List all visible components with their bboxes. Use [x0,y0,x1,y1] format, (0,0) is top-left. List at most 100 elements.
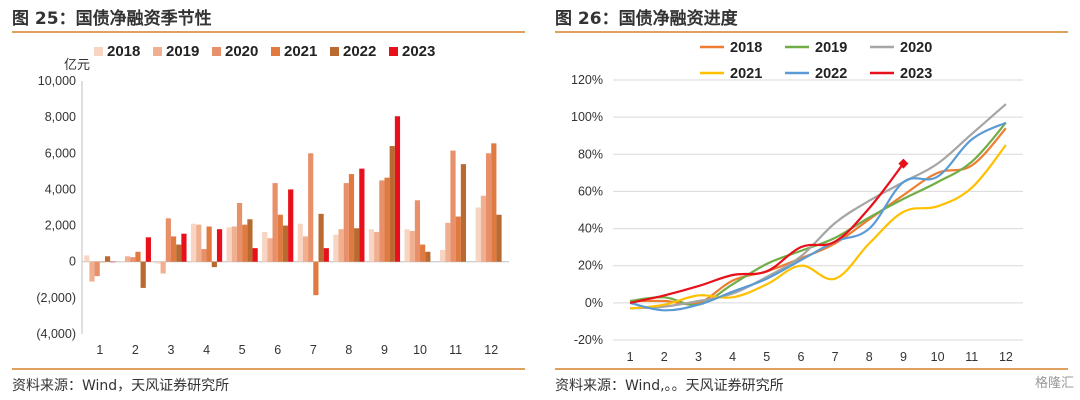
legend-label-2018: 2018 [107,43,140,60]
y-unit-label: 亿元 [64,58,90,73]
bar-2023-m9 [394,116,401,262]
bar-2022-m10 [425,251,431,262]
series-line-2019 [629,121,1007,307]
bar-2021-m9 [384,177,390,262]
x-tick-label: 12 [484,343,498,357]
legend-label-2021: 2021 [730,66,762,82]
source-rule [12,368,525,370]
bar-2023-m1 [110,261,116,263]
y-tick-label: 0 [69,255,76,269]
x-tick-label: 10 [931,350,945,364]
x-tick-label: 7 [832,350,839,364]
figure-title: 图 25：国债净融资季节性 [12,9,212,29]
legend-label-2022: 2022 [343,43,376,60]
legend-label-2020: 2020 [225,43,258,60]
bar-2019-m2 [124,256,131,262]
legend-swatch-2018 [94,47,103,56]
chart-panel-progress: 图 26：国债净融资进度 -20% 0% 20% 40% 60% 80% 100% 120% 1… [555,0,1080,400]
bar-2020-m12 [486,153,492,262]
x-tick-label: 9 [381,343,388,357]
legend-swatch-2023 [389,47,398,56]
legend-swatch-2022 [330,47,339,56]
x-tick-label: 11 [449,343,462,357]
bar-2020-m9 [379,180,385,262]
bar-2019-m11 [445,222,451,262]
bar-2022-m7 [318,213,324,262]
x-tick-label: 6 [274,343,281,357]
x-tick-label: 1 [96,343,103,357]
bar-2020-m11 [450,150,456,262]
y-tick-label: 100% [571,110,603,124]
x-tick-label: 11 [965,350,978,364]
bar-2023-m6 [288,189,294,262]
bar-2020-m7 [308,153,314,262]
x-tick-label: 10 [413,343,427,357]
y-tick-label: 80% [578,147,603,161]
bar-2020-m1 [94,261,100,277]
bar-2019-m12 [480,195,487,262]
legend-label-2022: 2022 [815,66,847,82]
y-tick-label: 10,000 [38,74,76,88]
y-tick-label: 0% [585,296,603,310]
x-tick-label: 3 [167,343,174,357]
bar-2022-m12 [496,214,502,262]
bar-2019-m9 [374,231,380,262]
title-rule [555,31,1068,33]
bar-2022-m9 [389,146,395,262]
bar-2018-m3 [155,261,161,264]
source-note: 资料来源：Wind,。。天风证券研究所 [555,378,784,394]
bar-2019-m1 [89,261,95,282]
y-tick-label: (4,000) [36,327,76,341]
series-line-2023 [629,162,905,304]
bar-2023-m8 [359,168,365,262]
x-tick-label: 1 [627,350,634,364]
legend-swatch-2020 [212,47,221,56]
y-tick-label: 20% [578,259,603,273]
bar-2018-m10 [404,229,410,262]
bar-2018-m8 [333,234,339,262]
bar-2018-m4 [190,223,197,262]
title-rule [12,31,525,33]
bar-2022-m11 [460,164,467,262]
bar-2022-m2 [140,261,146,288]
y-tick-label: 60% [578,184,603,198]
bar-2022-m1 [104,256,111,262]
x-tick-label: 6 [797,350,804,364]
bar-2023-m5 [252,248,258,262]
bar-2021-m10 [420,244,426,262]
x-tick-label: 4 [203,343,210,357]
bar-2022-m5 [247,219,253,262]
legend-label-2023: 2023 [900,66,932,82]
x-tick-label: 9 [900,350,907,364]
y-tick-label: 8,000 [45,110,76,124]
y-tick-label: 4,000 [45,182,76,196]
bar-2022-m8 [354,228,360,262]
line-chart: -20%0%20%40%60%80%100%120%1 2 3 4 5 6 7 8 9 10 11 1… [571,40,1023,364]
chart-panel-seasonality: 图 25：国债净融资季节性 亿元 (4,000) (2,000) 0 2,000 4,00… [12,0,537,400]
bar-2022-m6 [282,225,289,262]
legend-label-2019: 2019 [815,40,847,56]
bar-2018-m5 [226,227,232,262]
source-rule [555,368,1068,370]
bar-2023-m4 [216,229,223,262]
bar-2022-m4 [211,261,217,268]
series-endpoint-2023 [898,158,909,169]
series-line-2022 [629,121,1007,312]
bar-2018-m11 [440,249,446,262]
bar-2023-m3 [181,233,187,262]
x-tick-label: 3 [695,350,702,364]
figure-title: 图 26：国债净融资进度 [555,9,738,29]
x-tick-label: 7 [310,343,317,357]
x-tick-label: 2 [661,350,668,364]
bar-2021-m5 [242,224,248,262]
bar-2021-m2 [135,251,141,262]
bar-2019-m3 [160,261,166,274]
series-line-2020 [630,103,1007,310]
series-line-2021 [629,144,1007,310]
bar-2023-m7 [323,248,329,262]
bar-2020-m8 [343,183,349,262]
x-tick-label: 12 [999,350,1013,364]
source-note: 资料来源：Wind，天风证券研究所 [12,378,230,394]
bar-2018-m1 [84,255,90,262]
y-tick-label: 6,000 [45,146,76,160]
